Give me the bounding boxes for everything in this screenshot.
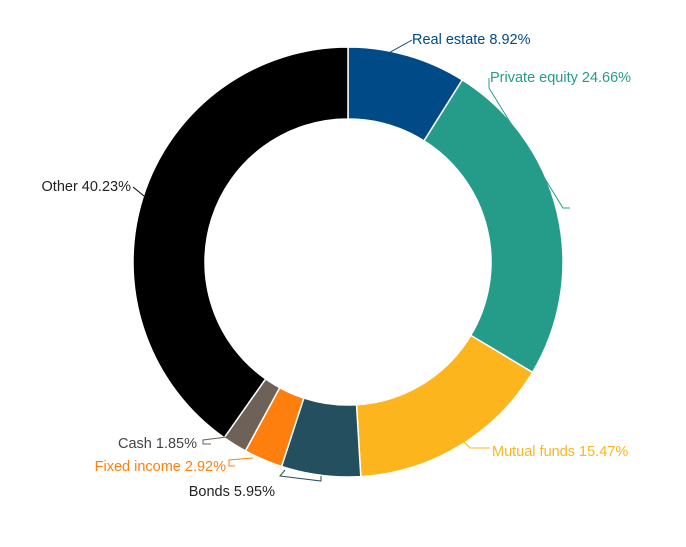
slices-layer <box>132 46 564 478</box>
leader-lines-layer <box>132 39 570 482</box>
slice-private-equity <box>422 78 564 374</box>
labels-layer: Real estate 8.92% Private equity 24.66% Mu… <box>42 32 632 500</box>
label-other: Other 40.23% <box>42 179 132 195</box>
leader-mutual-funds <box>461 439 490 449</box>
label-fixed-income: Fixed income 2.92% <box>95 459 226 475</box>
label-mutual-funds: Mutual funds 15.47% <box>492 444 628 460</box>
label-cash: Cash 1.85% <box>118 436 197 452</box>
label-real-estate: Real estate 8.92% <box>412 32 531 48</box>
leader-cash <box>202 436 228 445</box>
leader-fixed-income <box>228 457 254 467</box>
leader-private-equity <box>488 78 570 209</box>
leader-other <box>132 186 145 197</box>
leader-real-estate <box>377 39 413 60</box>
leader-bonds <box>279 469 322 482</box>
slice-other <box>132 46 349 439</box>
label-private-equity: Private equity 24.66% <box>490 70 631 86</box>
label-bonds: Bonds 5.95% <box>189 484 275 500</box>
